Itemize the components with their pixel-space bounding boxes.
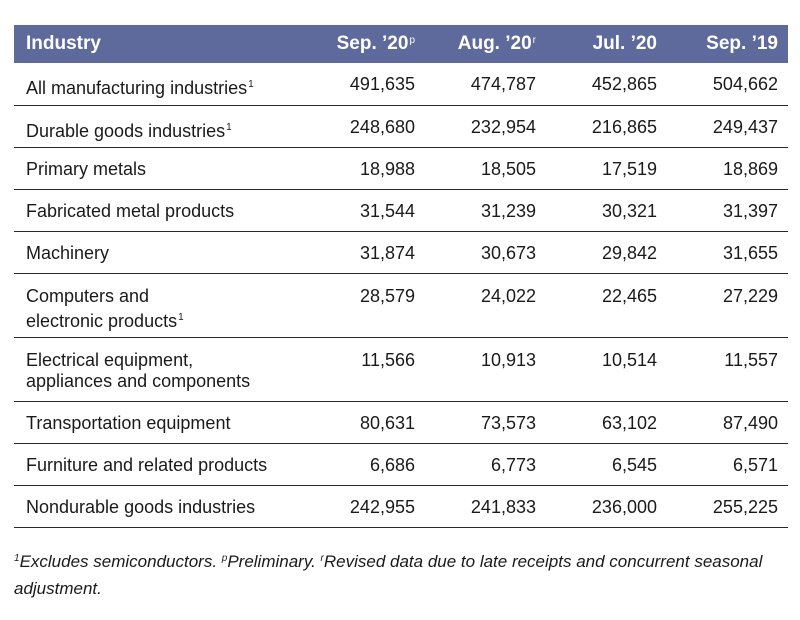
cell-jul-20: 22,465 [546,273,667,338]
cell-sep-19: 6,571 [667,443,788,486]
cell-aug-20: 31,239 [425,189,546,232]
header-sep-20: Sep. ’20p [304,25,425,63]
row-label-mark: 1 [248,79,254,90]
header-sep-19: Sep. ’19 [667,25,788,63]
cell-aug-20: 73,573 [425,401,546,444]
header-jul-20: Jul. ’20 [546,25,667,63]
cell-jul-20: 30,321 [546,189,667,232]
cell-jul-20: 10,514 [546,337,667,402]
row-label: All manufacturing industries1 [14,63,304,106]
cell-sep-19: 18,869 [667,147,788,190]
cell-sep-20: 491,635 [304,63,425,106]
row-label-mark: 1 [226,121,232,133]
cell-sep-19: 87,490 [667,401,788,444]
cell-sep-20: 31,544 [304,189,425,232]
footnote-text-3: Revised data due to late receipts and co… [14,552,763,598]
cell-aug-20: 18,505 [425,147,546,190]
table-row: Nondurable goods industries 242,955 241,… [14,485,788,528]
table-footnote: 1Excludes semiconductors. pPreliminary. … [14,545,788,602]
cell-sep-19: 27,229 [667,273,788,338]
cell-sep-20: 11,566 [304,337,425,402]
cell-jul-20: 236,000 [546,485,667,528]
footnote-text-2: Preliminary. [227,552,321,571]
cell-sep-19: 31,655 [667,231,788,274]
row-label: Nondurable goods industries [14,485,304,528]
cell-sep-20: 18,988 [304,147,425,190]
row-label: Durable goods industries1 [14,105,304,148]
table-body: All manufacturing industries1 491,635 47… [14,63,788,528]
cell-aug-20: 10,913 [425,337,546,402]
cell-aug-20: 30,673 [425,231,546,274]
row-label: Furniture and related products [14,443,304,486]
footnote-text-1: Excludes semiconductors. [19,552,222,571]
cell-jul-20: 452,865 [546,63,667,106]
header-sep-20-label: Sep. ’20 [336,33,409,54]
cell-jul-20: 29,842 [546,231,667,274]
cell-aug-20: 24,022 [425,273,546,338]
header-row: Industry Sep. ’20p Aug. ’20r Jul. ’20 Se… [14,25,788,63]
cell-sep-20: 28,579 [304,273,425,338]
header-industry: Industry [14,25,304,63]
cell-jul-20: 17,519 [546,147,667,190]
header-aug-20-mark: r [532,35,536,46]
header-aug-20-label: Aug. ’20 [457,33,532,54]
cell-aug-20: 6,773 [425,443,546,486]
table-row: Machinery 31,874 30,673 29,842 31,655 [14,231,788,274]
row-label-mark: 1 [178,311,184,323]
cell-aug-20: 474,787 [425,63,546,106]
cell-sep-20: 248,680 [304,105,425,148]
cell-aug-20: 241,833 [425,485,546,528]
header-aug-20: Aug. ’20r [425,25,546,63]
table-row: Furniture and related products 6,686 6,7… [14,443,788,486]
row-label: Primary metals [14,147,304,190]
cell-jul-20: 63,102 [546,401,667,444]
cell-sep-20: 80,631 [304,401,425,444]
table-row: All manufacturing industries1 491,635 47… [14,63,788,106]
table-row: Durable goods industries1 248,680 232,95… [14,105,788,148]
cell-sep-19: 31,397 [667,189,788,232]
cell-sep-20: 31,874 [304,231,425,274]
table-row: Fabricated metal products 31,544 31,239 … [14,189,788,232]
row-label-line2: appliances and components [26,370,251,391]
shipments-table-container: Industry Sep. ’20p Aug. ’20r Jul. ’20 Se… [14,25,788,528]
cell-sep-19: 11,557 [667,337,788,402]
footnote-mark-p: p [221,553,228,564]
header-sep-20-mark: p [409,35,415,46]
row-label-line1: Electrical equipment, [26,349,194,370]
footnote-mark-r: r [320,553,324,564]
cell-sep-19: 504,662 [667,63,788,106]
cell-jul-20: 6,545 [546,443,667,486]
row-label: Electrical equipment, appliances and comp… [14,337,304,402]
row-label-text: Durable goods industries [26,120,226,141]
row-label: Transportation equipment [14,401,304,444]
row-label: Computers and electronic products1 [14,273,304,338]
table-row: Primary metals 18,988 18,505 17,519 18,8… [14,147,788,190]
cell-sep-20: 242,955 [304,485,425,528]
table-row: Transportation equipment 80,631 73,573 6… [14,401,788,444]
cell-aug-20: 232,954 [425,105,546,148]
row-label-line2: electronic products [26,310,178,331]
cell-sep-20: 6,686 [304,443,425,486]
cell-jul-20: 216,865 [546,105,667,148]
table-row: Electrical equipment, appliances and comp… [14,337,788,402]
shipments-table: Industry Sep. ’20p Aug. ’20r Jul. ’20 Se… [14,25,788,528]
cell-sep-19: 255,225 [667,485,788,528]
cell-sep-19: 249,437 [667,105,788,148]
row-label: Fabricated metal products [14,189,304,232]
row-label: Machinery [14,231,304,274]
table-row: Computers and electronic products1 28,579… [14,273,788,338]
row-label-text: All manufacturing industries [26,78,248,98]
table-header: Industry Sep. ’20p Aug. ’20r Jul. ’20 Se… [14,25,788,63]
row-label-line1: Computers and [26,285,150,306]
footnote-mark-1: 1 [14,553,20,564]
